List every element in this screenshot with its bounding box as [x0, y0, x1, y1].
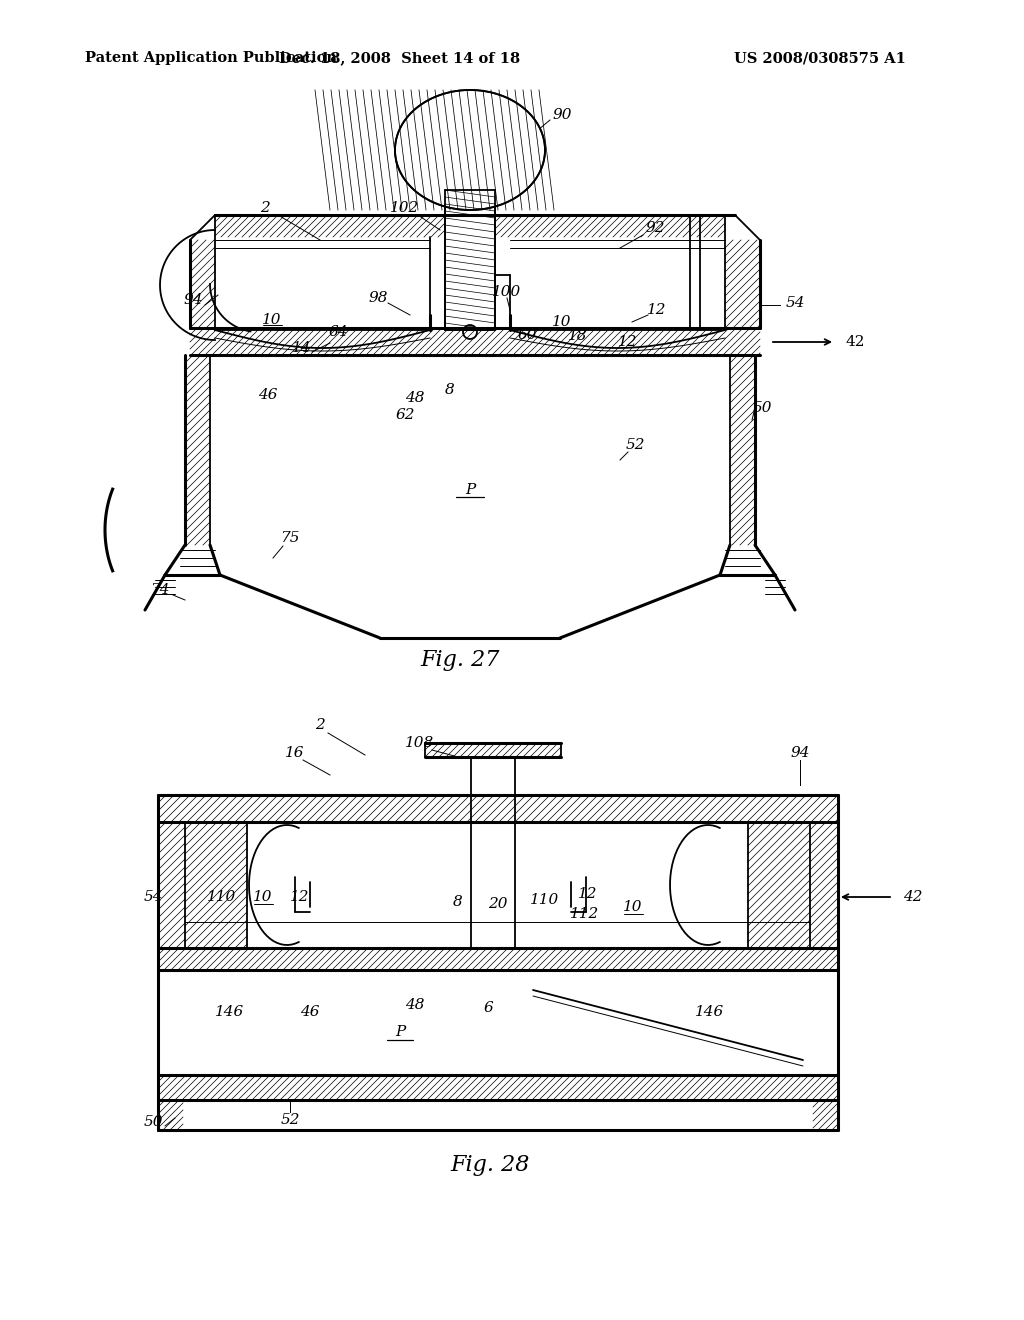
Text: 50: 50 [143, 1115, 163, 1129]
Text: 10: 10 [262, 313, 282, 327]
Text: 102: 102 [390, 201, 420, 215]
Text: 6: 6 [483, 1001, 493, 1015]
Text: 2: 2 [315, 718, 325, 733]
Text: US 2008/0308575 A1: US 2008/0308575 A1 [734, 51, 906, 65]
Text: 2: 2 [260, 201, 270, 215]
Text: 110: 110 [208, 890, 237, 904]
Text: 20: 20 [488, 898, 508, 911]
Text: P: P [465, 483, 475, 498]
Text: 48: 48 [406, 998, 425, 1012]
Text: 94: 94 [183, 293, 203, 308]
Text: 90: 90 [552, 108, 571, 121]
Text: Dec. 18, 2008  Sheet 14 of 18: Dec. 18, 2008 Sheet 14 of 18 [280, 51, 520, 65]
Text: 10: 10 [253, 890, 272, 904]
Text: 48: 48 [406, 391, 425, 405]
Text: 98: 98 [369, 290, 388, 305]
Text: 18: 18 [568, 329, 588, 343]
Text: 54: 54 [785, 296, 805, 310]
Text: 10: 10 [624, 900, 643, 913]
Text: 12: 12 [290, 890, 309, 904]
Text: 12: 12 [618, 335, 638, 348]
Text: 52: 52 [281, 1113, 300, 1127]
Text: 62: 62 [395, 408, 415, 422]
Text: 74: 74 [151, 583, 170, 597]
Text: 42: 42 [845, 335, 864, 348]
Text: 50: 50 [753, 401, 772, 414]
Text: 75: 75 [281, 531, 300, 545]
Bar [445, 190, 495, 330]
Text: 92: 92 [645, 220, 665, 235]
Text: 52: 52 [626, 438, 645, 451]
Polygon shape [395, 90, 545, 210]
Text: 12: 12 [647, 304, 667, 317]
Text: 10: 10 [552, 315, 571, 329]
Text: 146: 146 [215, 1005, 245, 1019]
Text: 100: 100 [493, 285, 521, 300]
Text: Fig. 28: Fig. 28 [451, 1154, 529, 1176]
Text: 110: 110 [530, 894, 560, 907]
Text: P: P [395, 1026, 406, 1039]
Bar [445, 190, 495, 330]
Text: 60: 60 [517, 327, 537, 342]
Text: 8: 8 [454, 895, 463, 909]
Text: 108: 108 [406, 737, 434, 750]
Text: 54: 54 [143, 890, 163, 904]
Text: 112: 112 [570, 907, 600, 921]
Text: 146: 146 [695, 1005, 725, 1019]
Text: 12: 12 [579, 887, 598, 902]
Text: 42: 42 [903, 890, 923, 904]
Text: 46: 46 [300, 1005, 319, 1019]
Text: 14: 14 [292, 341, 311, 355]
Text: 64: 64 [329, 325, 348, 339]
Text: 8: 8 [445, 383, 455, 397]
Text: 16: 16 [286, 746, 305, 760]
Text: 94: 94 [791, 746, 810, 760]
Text: Fig. 27: Fig. 27 [420, 649, 500, 671]
Text: Patent Application Publication: Patent Application Publication [85, 51, 337, 65]
Text: 46: 46 [258, 388, 278, 403]
